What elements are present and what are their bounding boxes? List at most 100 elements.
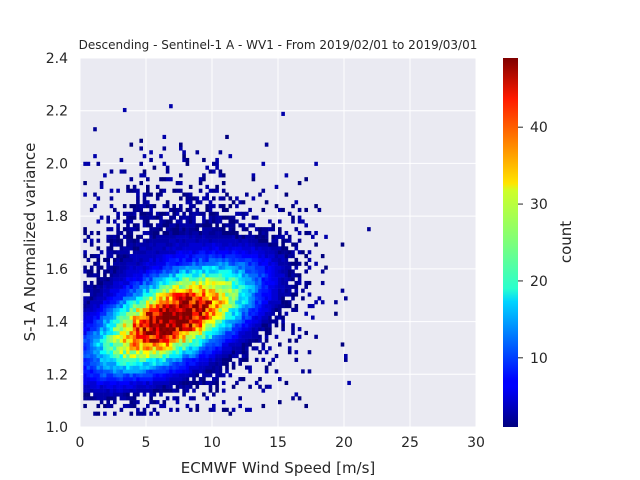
heatmap-cell	[245, 234, 249, 239]
heatmap-cell	[264, 311, 269, 316]
heatmap-cell	[245, 246, 249, 251]
heatmap-cell	[179, 361, 183, 366]
heatmap-cell	[212, 246, 216, 251]
heatmap-cell	[231, 407, 236, 412]
heatmap-cell	[96, 261, 101, 266]
heatmap-cell	[254, 300, 259, 305]
heatmap-cell	[195, 307, 200, 312]
heatmap-cell	[188, 246, 193, 251]
heatmap-cell	[149, 365, 153, 370]
heatmap-cell	[225, 338, 229, 343]
heatmap-cell	[231, 246, 236, 251]
heatmap-cell	[132, 396, 137, 401]
heatmap-cell	[159, 319, 163, 324]
heatmap-cell	[113, 269, 117, 274]
heatmap-cell	[175, 300, 180, 305]
heatmap-cell	[251, 280, 256, 286]
heatmap-cell	[202, 254, 206, 259]
heatmap-cell	[231, 273, 236, 278]
heatmap-cell	[314, 261, 318, 266]
heatmap-cell	[261, 327, 266, 332]
heatmap-cell	[113, 284, 117, 289]
heatmap-cell	[136, 250, 140, 255]
heatmap-cell	[86, 296, 91, 301]
heatmap-cell	[139, 211, 143, 216]
heatmap-cell	[231, 288, 236, 293]
heatmap-cell	[99, 292, 104, 297]
heatmap-cell	[155, 411, 160, 416]
heatmap-cell	[179, 330, 183, 336]
heatmap-cell	[245, 192, 249, 197]
heatmap-cell	[172, 207, 176, 213]
heatmap-cell	[109, 277, 114, 282]
heatmap-cell	[195, 288, 200, 293]
heatmap-cell	[96, 273, 101, 278]
heatmap-cell	[278, 300, 282, 305]
heatmap-cell	[212, 219, 216, 224]
heatmap-cell	[146, 223, 150, 228]
heatmap-cell	[179, 261, 183, 266]
heatmap-cell	[179, 300, 183, 305]
heatmap-cell	[136, 234, 140, 239]
heatmap-cell	[251, 273, 256, 278]
heatmap-cell	[205, 261, 209, 266]
heatmap-cell	[294, 392, 299, 397]
heatmap-cell	[129, 242, 134, 247]
heatmap-cell	[228, 357, 233, 362]
heatmap-cell	[195, 323, 200, 328]
heatmap-cell	[106, 400, 110, 405]
heatmap-cell	[205, 257, 209, 263]
heatmap-cell	[264, 230, 269, 236]
heatmap-cell	[149, 307, 153, 312]
heatmap-cell	[99, 319, 104, 324]
heatmap-cell	[215, 265, 219, 270]
heatmap-cell	[113, 334, 117, 339]
heatmap-cell	[205, 338, 209, 343]
heatmap-cell	[146, 211, 150, 216]
heatmap-cell	[225, 257, 229, 263]
heatmap-cell	[314, 334, 318, 339]
heatmap-cell	[172, 338, 176, 343]
heatmap-cell	[218, 311, 223, 316]
heatmap-cell	[202, 292, 206, 297]
heatmap-cell	[228, 288, 233, 293]
heatmap-cell	[208, 269, 213, 274]
heatmap-cell	[182, 280, 186, 286]
heatmap-cell	[274, 369, 279, 374]
heatmap-cell	[202, 211, 206, 216]
heatmap-cell	[258, 304, 262, 309]
heatmap-cell	[238, 200, 242, 205]
heatmap-cell	[136, 242, 140, 247]
heatmap-cell	[96, 365, 101, 370]
heatmap-cell	[142, 200, 147, 205]
heatmap-cell	[169, 311, 173, 316]
heatmap-cell	[202, 238, 206, 243]
heatmap-cell	[228, 338, 233, 343]
heatmap-cell	[142, 211, 147, 216]
heatmap-cell	[109, 338, 114, 343]
heatmap-cell	[122, 269, 127, 274]
heatmap-cell	[215, 353, 219, 359]
heatmap-cell	[182, 384, 186, 389]
heatmap-cell	[179, 384, 183, 389]
heatmap-cell	[126, 211, 130, 216]
heatmap-cell	[83, 280, 87, 286]
heatmap-cell	[159, 338, 163, 343]
heatmap-cell	[99, 323, 104, 328]
heatmap-cell	[215, 284, 219, 289]
heatmap-cell	[89, 307, 94, 312]
heatmap-cell	[235, 257, 239, 263]
heatmap-cell	[89, 315, 94, 320]
heatmap-cell	[192, 319, 196, 324]
heatmap-cell	[241, 319, 246, 324]
heatmap-cell	[165, 223, 170, 228]
heatmap-cell	[192, 323, 196, 328]
heatmap-cell	[218, 227, 223, 232]
heatmap-cell	[162, 261, 167, 266]
heatmap-cell	[205, 280, 209, 286]
heatmap-cell	[251, 250, 256, 255]
heatmap-cell	[136, 254, 140, 259]
heatmap-cell	[188, 311, 193, 316]
heatmap-cell	[235, 311, 239, 316]
heatmap-cell	[129, 369, 134, 374]
